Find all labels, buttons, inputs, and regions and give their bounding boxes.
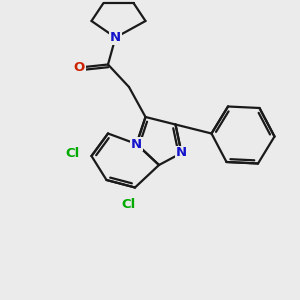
Text: Cl: Cl [65,146,79,160]
Text: Cl: Cl [122,197,136,211]
Text: O: O [74,61,85,74]
Text: N: N [110,31,121,44]
Text: N: N [176,146,187,160]
Text: N: N [131,137,142,151]
